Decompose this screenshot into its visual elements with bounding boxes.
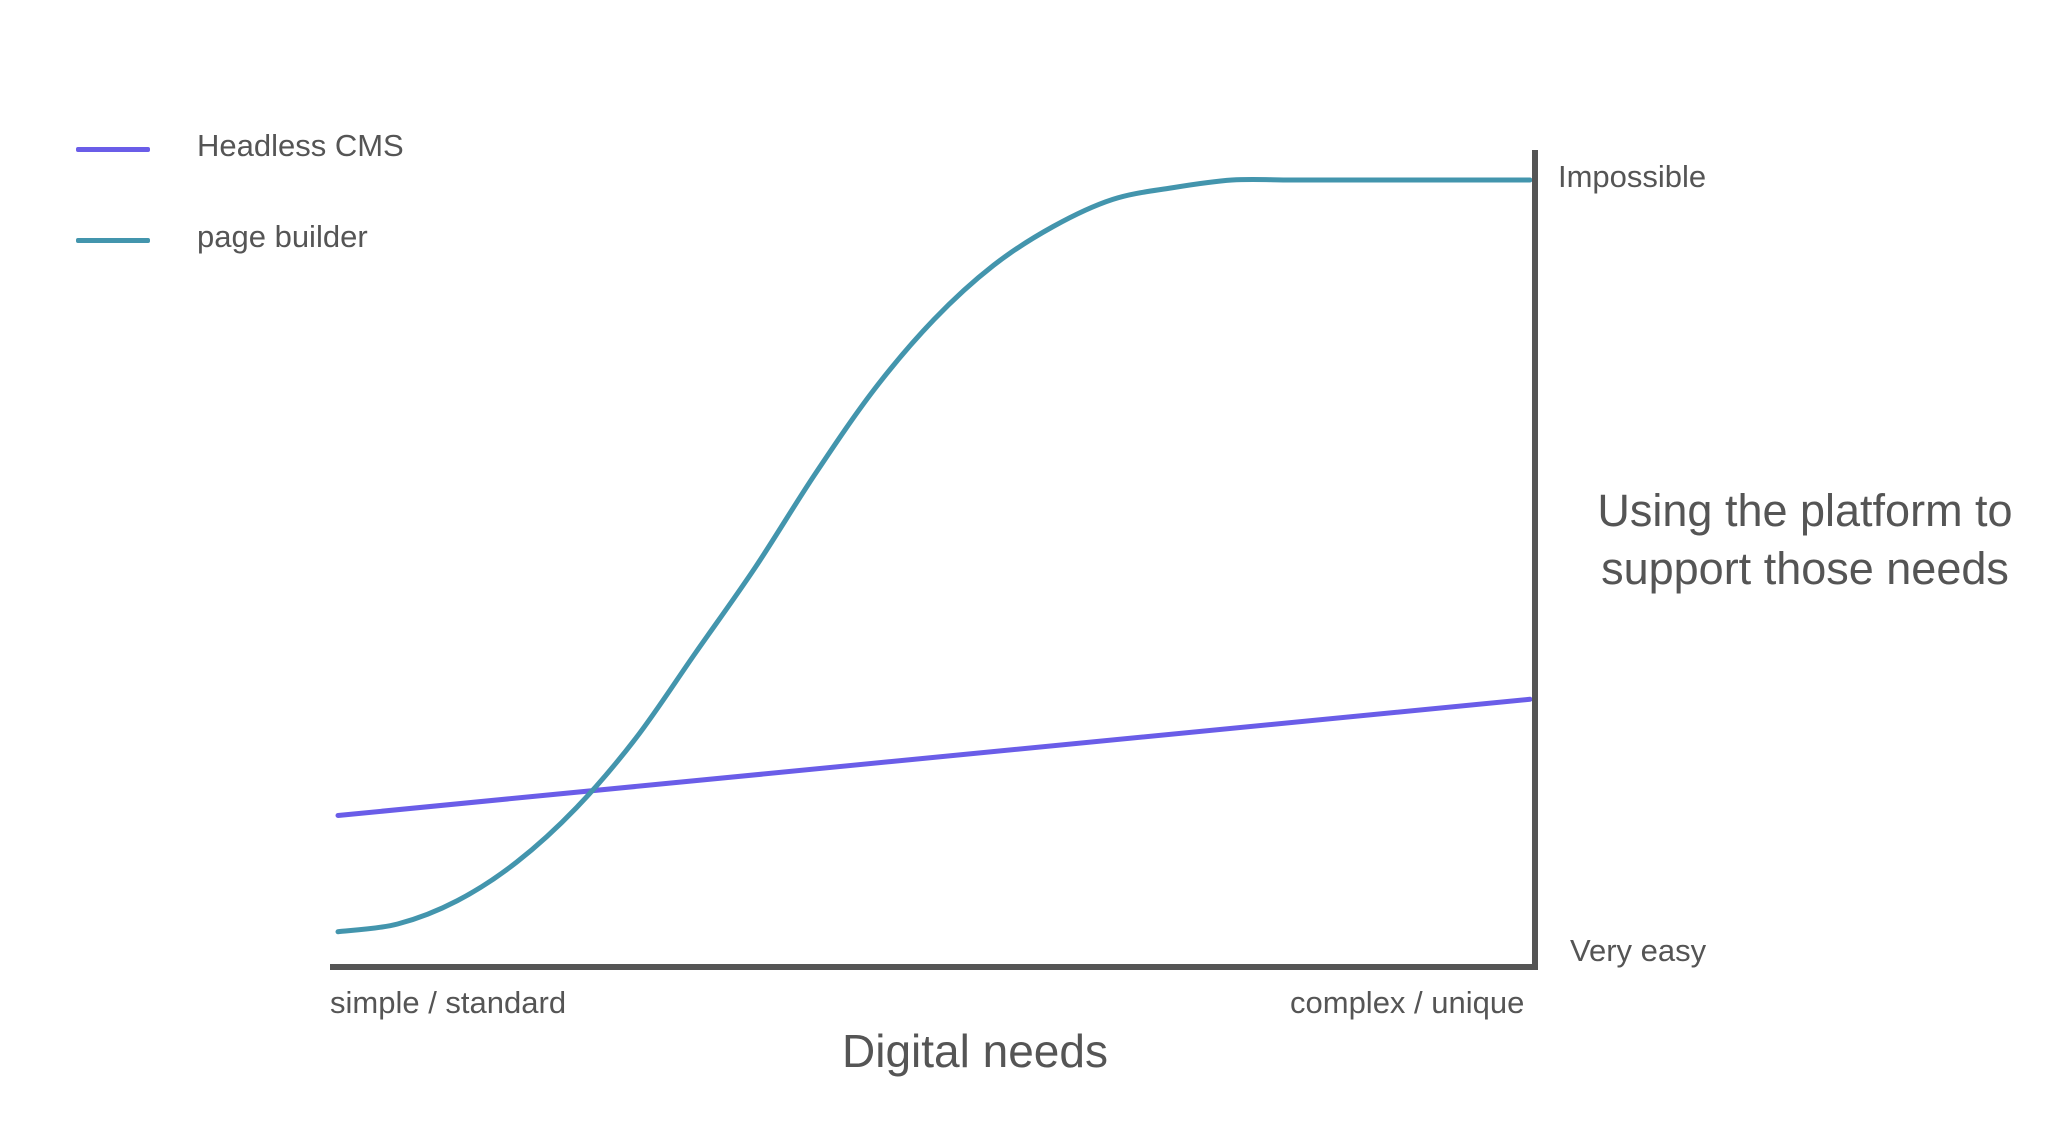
x-axis-title: Digital needs xyxy=(842,1025,1108,1077)
y-tick-top: Impossible xyxy=(1558,159,1707,194)
x-tick-end: complex / unique xyxy=(1290,985,1525,1020)
legend-label-page-builder: page builder xyxy=(197,219,368,254)
x-tick-start: simple / standard xyxy=(330,985,567,1020)
series-line-page-builder xyxy=(335,176,1533,935)
legend-swatch-page-builder xyxy=(76,238,150,243)
legend-label-headless-cms: Headless CMS xyxy=(197,128,404,163)
series-line-headless-cms xyxy=(335,696,1533,818)
series-layer xyxy=(335,176,1533,935)
y-tick-bottom: Very easy xyxy=(1570,933,1707,968)
y-axis-title: Using the platform to support those need… xyxy=(1597,485,2013,594)
legend-swatch-headless-cms xyxy=(76,147,150,152)
